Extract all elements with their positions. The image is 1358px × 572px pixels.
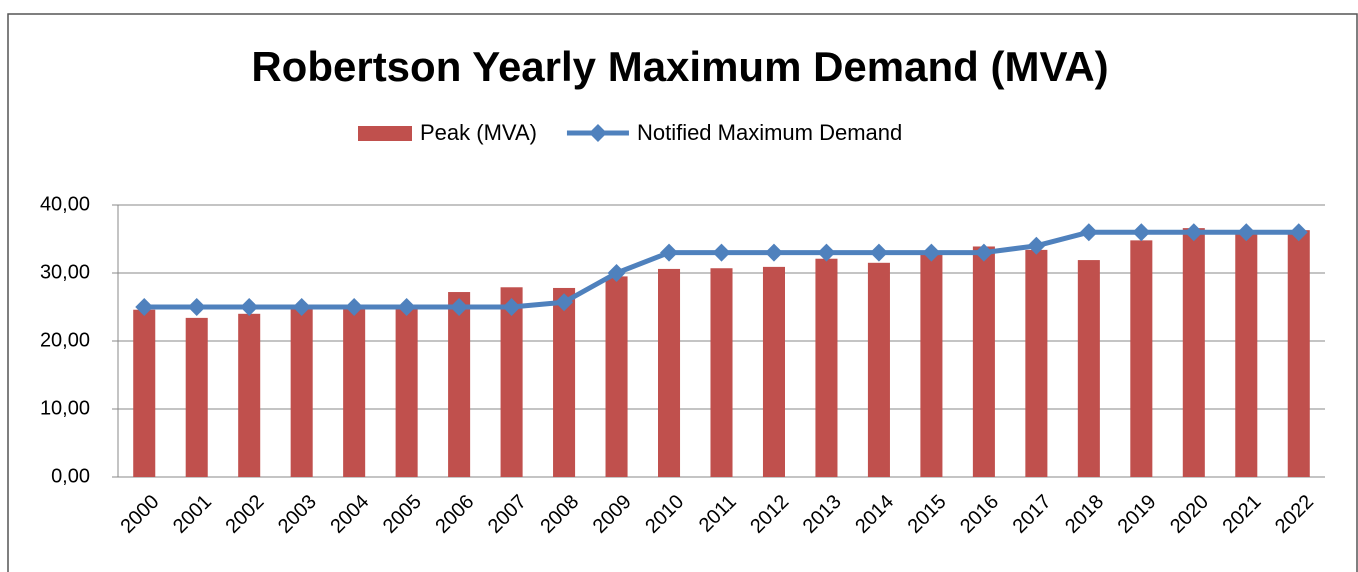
y-tick-label: 0,00 [51, 465, 90, 487]
bar [815, 258, 838, 477]
bar [1025, 249, 1048, 477]
line-marker [922, 243, 941, 262]
y-tick-label: 20,00 [40, 329, 90, 351]
bar [500, 287, 523, 477]
line-marker [187, 298, 206, 316]
bar [238, 313, 261, 477]
line-marker [1237, 223, 1256, 242]
bar [920, 253, 943, 477]
line-marker [502, 298, 521, 316]
bar [185, 317, 208, 477]
line-marker [764, 243, 783, 262]
line-marker [1027, 236, 1046, 255]
bar [1287, 230, 1310, 477]
bar [762, 266, 785, 477]
bar [1235, 233, 1258, 477]
line-marker [869, 243, 888, 262]
line-marker [555, 293, 574, 312]
legend-label: Notified Maximum Demand [637, 120, 902, 145]
line-marker [135, 298, 154, 316]
line-marker [1289, 223, 1308, 242]
line-marker [660, 243, 679, 262]
line-marker [974, 243, 993, 262]
bar [1077, 260, 1100, 477]
line-marker [450, 298, 469, 316]
line-marker [712, 243, 731, 262]
bar [133, 309, 156, 477]
legend-label: Peak (MVA) [420, 120, 537, 145]
bar [1130, 240, 1153, 477]
line-marker [292, 298, 311, 316]
line-marker [240, 298, 259, 316]
line-marker [345, 298, 364, 316]
bar [343, 308, 366, 477]
line-marker [817, 243, 836, 262]
line-marker [397, 298, 416, 316]
chart-title: Robertson Yearly Maximum Demand (MVA) [251, 43, 1108, 90]
bar [658, 268, 681, 477]
bar [290, 307, 313, 477]
y-tick-label: 10,00 [40, 397, 90, 419]
line-marker [607, 264, 626, 282]
line-marker [1184, 223, 1203, 242]
y-tick-label: 40,00 [40, 193, 90, 215]
bar [448, 292, 471, 477]
legend-marker [588, 124, 607, 142]
y-tick-label: 30,00 [40, 261, 90, 283]
bar [553, 287, 576, 477]
bar [395, 305, 418, 477]
bar [867, 262, 890, 477]
bar [710, 268, 733, 477]
chart-frame [7, 13, 1358, 572]
bar [605, 276, 628, 477]
line-marker [1079, 223, 1098, 242]
line-marker [1132, 223, 1151, 242]
legend-swatch [358, 126, 412, 141]
bar [972, 246, 995, 477]
bar [1182, 228, 1205, 477]
